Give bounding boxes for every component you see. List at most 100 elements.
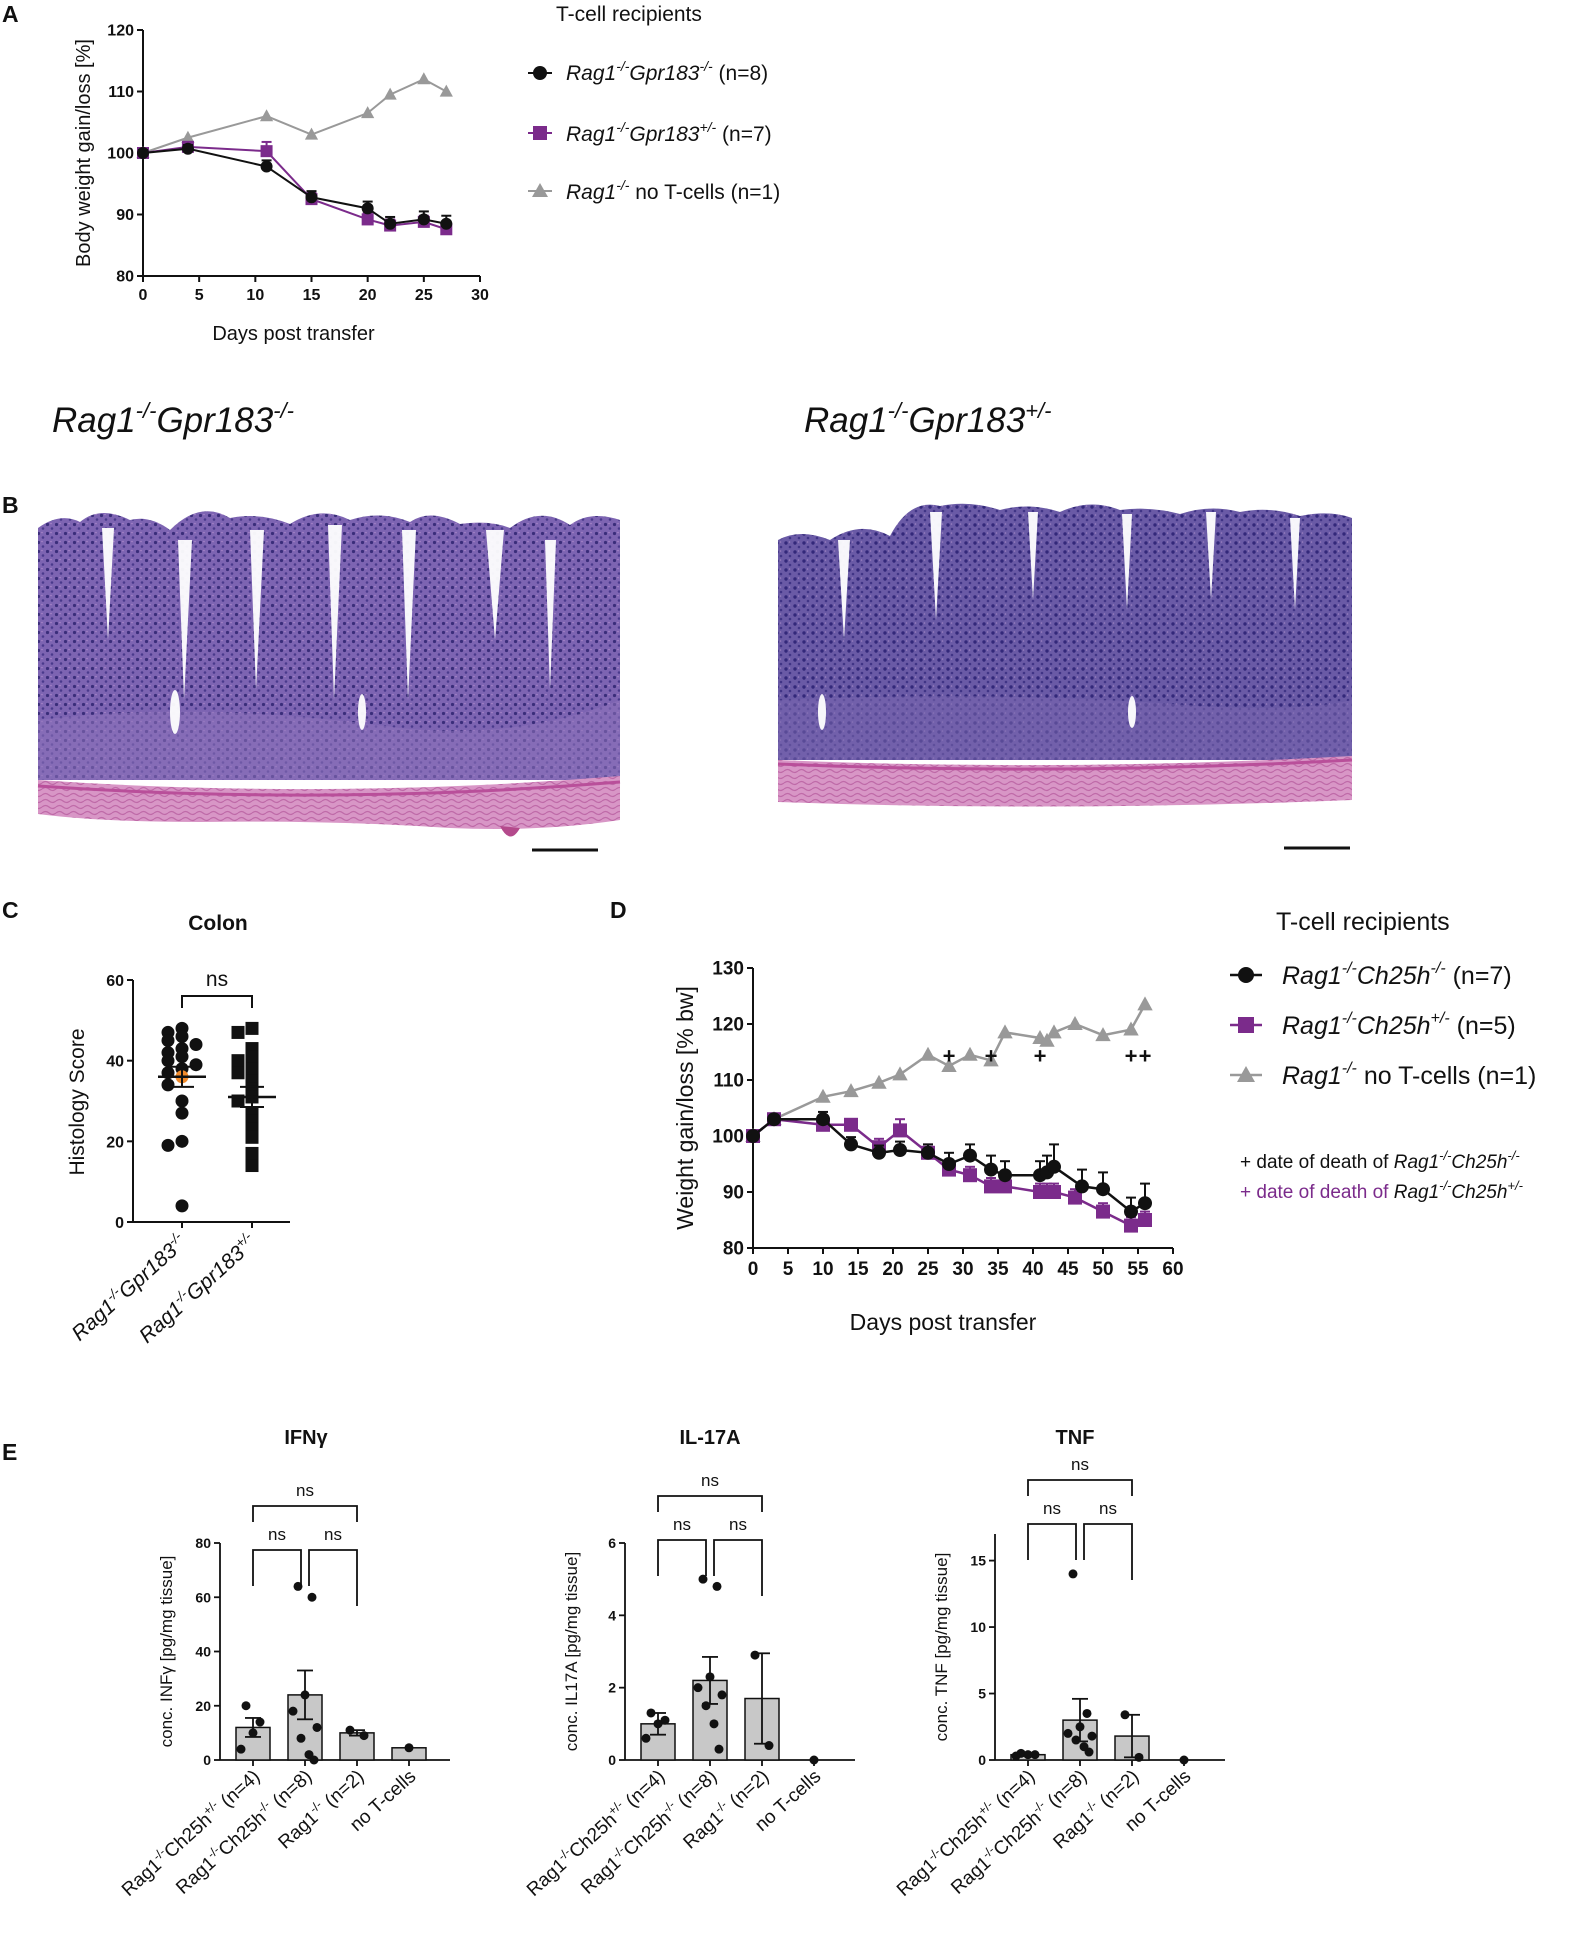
x-tick-label: 20	[882, 1259, 903, 1280]
data-point	[1096, 1204, 1110, 1219]
data-point	[417, 213, 430, 226]
data-point	[1068, 1569, 1078, 1579]
death-note-2: + date of death of Rag1-/-Ch25h+/-	[1240, 1178, 1524, 1203]
data-point	[296, 1733, 306, 1743]
significance-label: ns	[701, 1471, 719, 1490]
legend-a-item-1: Rag1-/-Gpr183-/- (n=8)	[528, 58, 768, 85]
data-point	[920, 1046, 936, 1061]
y-tick-label: 15	[970, 1553, 986, 1569]
data-point	[181, 130, 195, 143]
data-point	[231, 1054, 245, 1068]
chart-title: IFNγ	[284, 1427, 328, 1449]
significance-bracket	[252, 1549, 302, 1586]
data-point	[309, 1755, 319, 1765]
x-tick-label: 10	[812, 1259, 833, 1280]
legend-a-label-1: Rag1-/-Gpr183-/- (n=8)	[566, 58, 768, 85]
significance-bracket	[713, 1539, 763, 1596]
data-point	[361, 213, 374, 226]
data-point	[245, 1159, 259, 1173]
data-point	[1071, 1735, 1081, 1745]
data-point	[1023, 1750, 1033, 1760]
legend-a-marker-triangle	[532, 183, 548, 197]
data-point	[1047, 1159, 1061, 1174]
data-point	[1030, 1750, 1040, 1760]
data-point	[963, 1168, 977, 1183]
data-point	[962, 1046, 978, 1061]
legend-a-marker-square	[533, 126, 547, 140]
data-point	[844, 1137, 858, 1152]
y-tick-label: 130	[712, 959, 744, 980]
data-point	[893, 1123, 907, 1138]
x-tick-label: 25	[917, 1259, 939, 1280]
x-axis-label: Days post transfer	[212, 323, 375, 345]
x-tick-label: 10	[246, 287, 264, 304]
y-tick-label: 6	[608, 1535, 616, 1551]
data-point	[1087, 1731, 1097, 1741]
legend-a-title: T-cell recipients	[556, 3, 702, 26]
data-point	[698, 1574, 708, 1584]
legend-a-marker-circle	[533, 66, 547, 80]
data-point	[714, 1744, 724, 1754]
significance-label: ns	[296, 1481, 314, 1500]
series-line-0	[142, 147, 447, 225]
data-point	[1075, 1179, 1089, 1194]
x-tick-label: 15	[303, 287, 321, 304]
data-point	[417, 72, 431, 85]
panel-label-d: D	[610, 897, 627, 923]
x-category-label: Rag1-/-Gpr183+/-	[133, 1229, 261, 1348]
data-point	[1082, 1708, 1092, 1718]
data-point	[1039, 1032, 1055, 1047]
legend-a-item-3: Rag1-/- no T-cells (n=1)	[528, 177, 780, 204]
data-point	[921, 1145, 935, 1160]
data-point	[236, 1744, 246, 1754]
data-point	[746, 1129, 760, 1143]
death-note-1: + date of death of Rag1-/-Ch25h-/-	[1240, 1148, 1520, 1173]
death-marker: +	[943, 1044, 956, 1069]
data-point	[1047, 1185, 1061, 1199]
data-point	[646, 1708, 656, 1718]
y-tick-label: 80	[195, 1535, 211, 1551]
legend-a-item-2: Rag1-/-Gpr183+/- (n=7)	[528, 119, 772, 146]
data-point	[942, 1157, 956, 1171]
data-point	[843, 1083, 859, 1098]
data-point	[245, 1021, 259, 1035]
data-point	[1084, 1747, 1094, 1757]
data-point	[1095, 1027, 1111, 1042]
y-tick-label: 90	[116, 207, 134, 224]
significance-label: ns	[1043, 1499, 1061, 1518]
data-point	[1046, 1024, 1062, 1039]
data-point	[705, 1672, 715, 1682]
data-point	[161, 1138, 175, 1152]
data-point	[175, 1029, 189, 1043]
data-point	[709, 1719, 719, 1729]
x-tick-label: 40	[1022, 1259, 1043, 1280]
x-tick-label: 30	[471, 287, 489, 304]
significance-label: ns	[729, 1515, 747, 1534]
data-point	[384, 217, 397, 230]
legend-d-label-1: Rag1-/-Ch25h-/- (n=7)	[1282, 960, 1512, 990]
x-tick-label: 30	[952, 1259, 973, 1280]
death-marker: +	[1034, 1044, 1047, 1069]
data-point	[175, 1106, 189, 1120]
y-tick-label: 100	[712, 1127, 744, 1148]
data-point	[660, 1715, 670, 1725]
legend-a-label-2: Rag1-/-Gpr183+/- (n=7)	[566, 119, 772, 146]
y-tick-label: 20	[106, 1134, 124, 1151]
data-point	[1075, 1722, 1085, 1732]
data-point	[844, 1117, 858, 1132]
data-point	[984, 1162, 998, 1177]
y-tick-label: 40	[106, 1054, 124, 1071]
legend-d-item-1: Rag1-/-Ch25h-/- (n=7)	[1230, 960, 1512, 990]
data-point	[712, 1581, 722, 1591]
data-point	[161, 1078, 175, 1092]
significance-label: ns	[1099, 1499, 1117, 1518]
data-point	[231, 1066, 245, 1080]
data-point	[189, 1058, 203, 1072]
data-point	[1138, 1213, 1152, 1227]
data-point	[871, 1074, 887, 1089]
data-point	[260, 160, 273, 173]
significance-label: ns	[673, 1515, 691, 1534]
y-tick-label: 80	[723, 1239, 744, 1260]
data-point	[248, 1728, 258, 1738]
panel-label-b: B	[2, 492, 19, 518]
